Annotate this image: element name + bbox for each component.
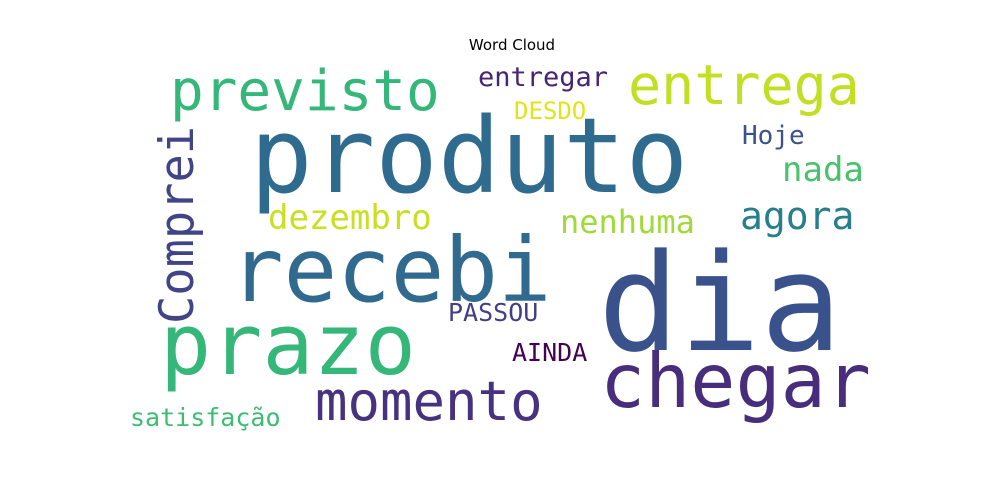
word-comprei: Comprei [150, 125, 205, 324]
word-entrega: entrega [628, 53, 860, 117]
word-passou: PASSOU [448, 298, 539, 327]
word-produto: produto [250, 95, 689, 217]
word-hoje: Hoje [742, 121, 805, 151]
word-previsto: previsto [170, 59, 440, 124]
word-chegar: chegar [600, 337, 871, 425]
chart-title: Word Cloud [468, 36, 556, 54]
word-satisfacao: satisfação [130, 403, 281, 432]
word-nada: nada [782, 150, 864, 190]
word-ainda: AINDA [512, 338, 588, 367]
word-dia: dia [598, 225, 842, 382]
word-recebi: recebi [230, 218, 552, 322]
word-momento: momento [315, 370, 543, 433]
word-nenhuma: nenhuma [560, 203, 695, 241]
word-desdo: DESDO [514, 97, 587, 125]
word-prazo: prazo [160, 296, 416, 395]
word-dezembro: dezembro [268, 198, 432, 238]
word-entregar: entregar [478, 62, 609, 93]
word-agora: agora [740, 194, 855, 238]
